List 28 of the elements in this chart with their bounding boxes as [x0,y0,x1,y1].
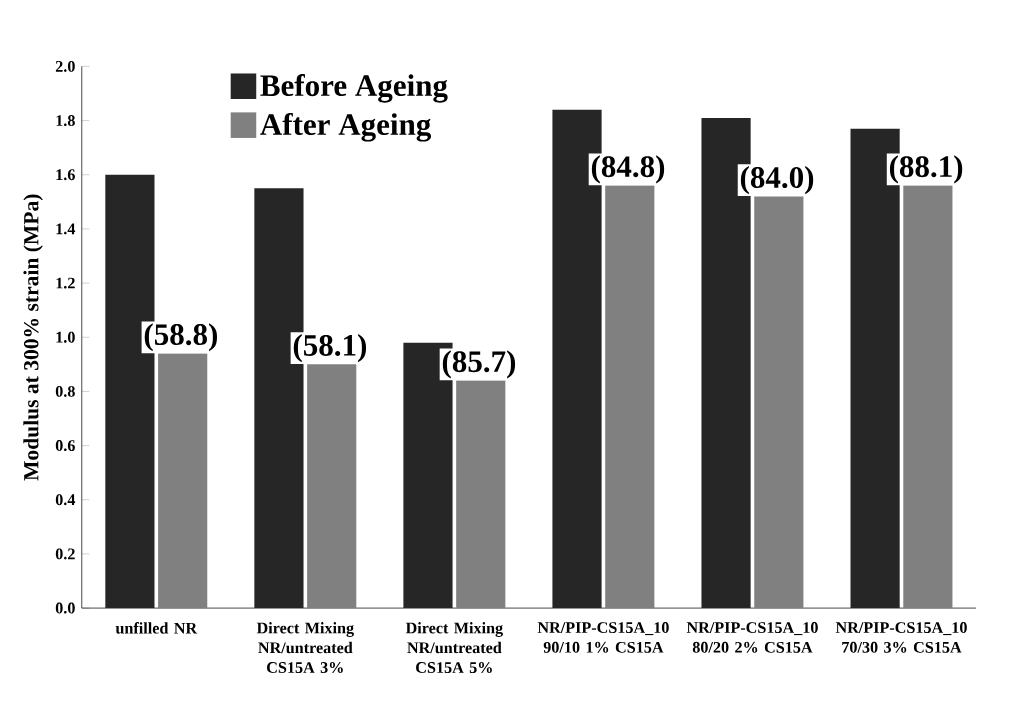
y-tick-label: 0.0 [55,602,75,614]
annotation: (58.8) [144,323,218,352]
y-tick-label: 0.4 [55,494,76,506]
bar [307,364,357,608]
x-tick-label: Direct Mixing NR/untreated CS15A 5% [405,621,503,673]
y-tick-label: 2.0 [55,60,75,72]
bar [754,196,804,608]
y-tick-label: 0.2 [55,548,75,560]
y-tick-label: 0.6 [55,439,75,451]
annotation: (84.0) [740,165,814,195]
y-tick-label: 1.2 [56,277,75,289]
y-axis-title: Modulus at 300% strain (MPa) [23,194,43,481]
x-tick-label: Direct Mixing NR/untreated CS15A 3% [256,621,354,673]
legend-label: Before Ageing [260,73,448,103]
annotation: (88.1) [889,155,963,184]
annotation: (84.8) [591,155,665,184]
y-tick-label: 1.6 [56,169,75,181]
y-tick-label: 1.4 [56,223,76,235]
x-tick-label: unfilled NR [115,621,198,634]
x-tick-label: NR/PIP-CS15A_10 80/20 2% CS15A [686,621,818,653]
annotation: (58.1) [293,333,367,363]
x-tick-label: NR/PIP-CS15A_10 70/30 3% CS15A [835,621,967,653]
y-tick-label: 0.8 [55,385,75,397]
y-tick-label: 1.0 [56,331,75,343]
annotation: (85.7) [442,350,516,379]
x-tick-label: NR/PIP-CS15A_10 90/10 1% CS15A [537,621,669,653]
legend-label: After Ageing [260,112,432,142]
y-tick-label: 1.8 [56,114,75,126]
